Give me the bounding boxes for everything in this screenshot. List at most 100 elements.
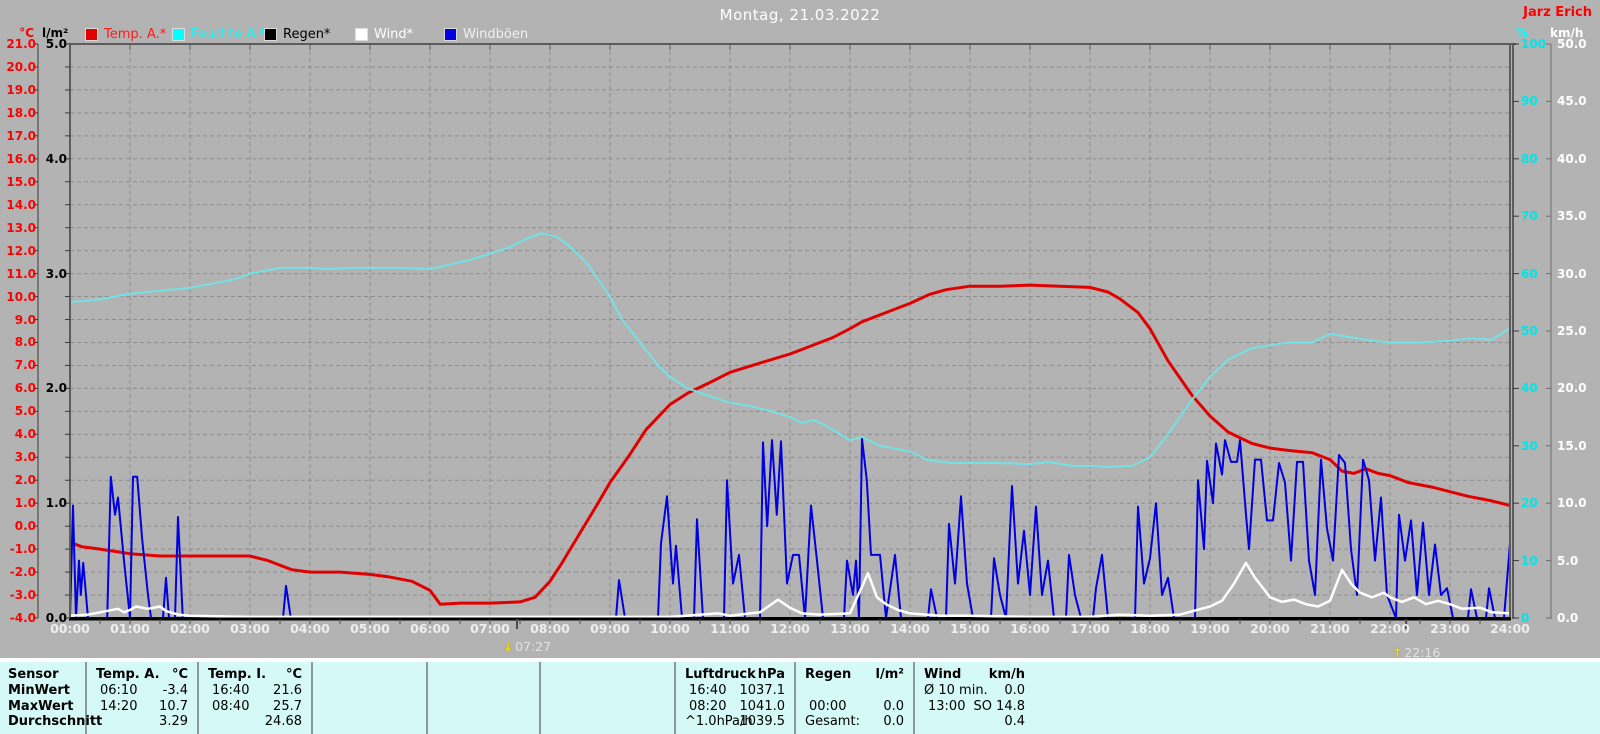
table-value-cell: 13:00 SO 14.8	[914, 699, 1033, 714]
x-axis-hour-label: 00:00	[50, 621, 90, 636]
humidity-tick-label: 10	[1521, 553, 1538, 568]
temp-a--series-line	[69, 283, 1511, 606]
wind-axis-unit: km/h	[1550, 26, 1584, 40]
table-row-header: Sensor	[8, 667, 59, 682]
table-cell-time: 16:40	[212, 683, 250, 698]
x-axis-hour-label: 21:00	[1310, 621, 1350, 636]
x-axis-hour-label: 09:00	[590, 621, 630, 636]
table-cell-value: 21.6	[273, 683, 302, 698]
x-axis-hour-label: 20:00	[1250, 621, 1290, 636]
temp-tick-label: 3.0	[14, 450, 36, 465]
table-column-separator	[794, 662, 796, 734]
table-column-unit: hPa	[757, 667, 785, 682]
table-cell-time: 14:20	[100, 699, 138, 714]
legend-item-label: Regen*	[283, 26, 331, 42]
table-cell-value: 1037.1	[739, 683, 786, 698]
temp-tick-label: 14.0	[6, 197, 36, 212]
legend-swatch-icon	[355, 27, 368, 41]
table-column-separator	[85, 662, 87, 734]
humidity-tick-label: 20	[1521, 496, 1538, 511]
humidity-tick-label: 50	[1521, 324, 1538, 338]
x-axis-hour-label: 07:00	[470, 621, 510, 636]
table-value-cell: 06:10 -3.4	[86, 683, 196, 698]
x-axis-hour-label: 14:00	[890, 621, 930, 636]
table-cell-time: 08:40	[212, 699, 250, 714]
x-axis-hour-label: 12:00	[770, 621, 810, 636]
temp-tick-label: -2.0	[9, 565, 36, 580]
table-cell-value: 3.29	[159, 714, 188, 729]
table-column-unit: l/m²	[875, 667, 904, 682]
table-cell-time: ^1.0hPa/h	[685, 714, 753, 729]
x-axis-hour-label: 13:00	[830, 621, 870, 636]
table-value-cell: Ø 10 min. 0.0	[914, 683, 1033, 698]
temp-tick-label: 4.0	[14, 427, 36, 442]
temp-tick-label: 16.0	[6, 151, 36, 166]
humidity-tick-label: 60	[1521, 266, 1538, 281]
legend-swatch-icon	[172, 27, 185, 41]
table-cell-time: 00:00	[809, 699, 847, 714]
x-axis-hour-label: 05:00	[350, 621, 390, 636]
gridlines	[70, 44, 1513, 618]
marker-time-label: 22:16	[1404, 645, 1441, 660]
table-row-header: MaxWert	[8, 699, 74, 714]
table-value-cell: 0.4	[914, 714, 1033, 729]
humidity-tick-label: 100	[1521, 37, 1547, 51]
x-axis-hour-label: 04:00	[290, 621, 330, 636]
temp-tick-label: 19.0	[6, 82, 36, 97]
humidity-tick-label: 70	[1521, 209, 1538, 224]
table-cell-value: 0.0	[883, 699, 904, 714]
temp-tick-label: 6.0	[14, 381, 36, 396]
table-value-cell: 08:40 25.7	[198, 699, 310, 714]
temp-tick-label: 17.0	[6, 128, 36, 143]
legend-item-label: Temp. A.*	[104, 26, 167, 42]
humidity-tick-label: 80	[1521, 151, 1538, 166]
table-header-cell: Temp. A. °C	[86, 667, 196, 682]
table-value-cell: 00:00 0.0	[795, 699, 912, 714]
humidity-tick-label: 90	[1521, 94, 1538, 109]
temp-tick-label: 18.0	[6, 105, 36, 120]
table-header-cell: Temp. I. °C	[198, 667, 310, 682]
legend-item-label: Feuchte A.*	[191, 26, 266, 42]
table-cell-time: 06:10	[100, 683, 138, 698]
table-value-cell: 16:40 1037.1	[675, 683, 793, 698]
temp-tick-label: 13.0	[6, 220, 36, 235]
temp-tick-label: -4.0	[9, 611, 36, 625]
wind-tick-label: 0.0	[1557, 611, 1579, 625]
table-column-separator	[197, 662, 199, 734]
table-column-unit: km/h	[988, 667, 1025, 682]
temp-tick-label: 11.0	[6, 266, 36, 281]
feuchte-a--series-line	[69, 232, 1511, 468]
wind-tick-label: 30.0	[1557, 266, 1587, 281]
temp-tick-label: 7.0	[14, 358, 36, 373]
x-axis-hour-label: 22:00	[1370, 621, 1410, 636]
table-column-separator	[674, 662, 676, 734]
table-cell-value: 0.0	[1004, 683, 1025, 698]
legend-item-wind-: Wind*	[355, 26, 413, 42]
table-value-cell: 14:20 10.7	[86, 699, 196, 714]
table-header-cell: Luftdruck hPa	[675, 667, 793, 682]
humidity-tick-label: 40	[1521, 381, 1538, 396]
table-column-name: Temp. A.	[96, 667, 160, 682]
table-column-separator	[539, 662, 541, 734]
marker-up-arrow-icon: ↑	[1392, 646, 1403, 660]
x-axis-hour-label: 15:00	[950, 621, 990, 636]
marker-down-arrow-icon: ↓	[503, 640, 514, 654]
table-value-cell: 24.68	[198, 714, 310, 729]
table-column-unit: °C	[171, 667, 188, 682]
humidity-tick-label: 0	[1521, 611, 1530, 625]
x-axis-hour-label: 11:00	[710, 621, 750, 636]
temp-tick-label: 0.0	[14, 519, 36, 534]
table-row-header: MinWert	[8, 683, 70, 698]
rain-tick-label: 3.0	[45, 266, 67, 281]
table-value-cell: 3.29	[86, 714, 196, 729]
rain-tick-label: 5.0	[45, 37, 67, 51]
x-axis-hour-label: 03:00	[230, 621, 270, 636]
table-value-cell: ^1.0hPa/h 1039.5	[675, 714, 793, 729]
legend-swatch-icon	[264, 27, 277, 41]
wind-tick-label: 35.0	[1557, 209, 1587, 224]
legend-item-windb-en: Windböen	[444, 26, 528, 42]
temp-tick-label: 2.0	[14, 473, 36, 488]
legend-item-label: Wind*	[374, 26, 414, 42]
x-axis-hour-label: 17:00	[1070, 621, 1110, 636]
